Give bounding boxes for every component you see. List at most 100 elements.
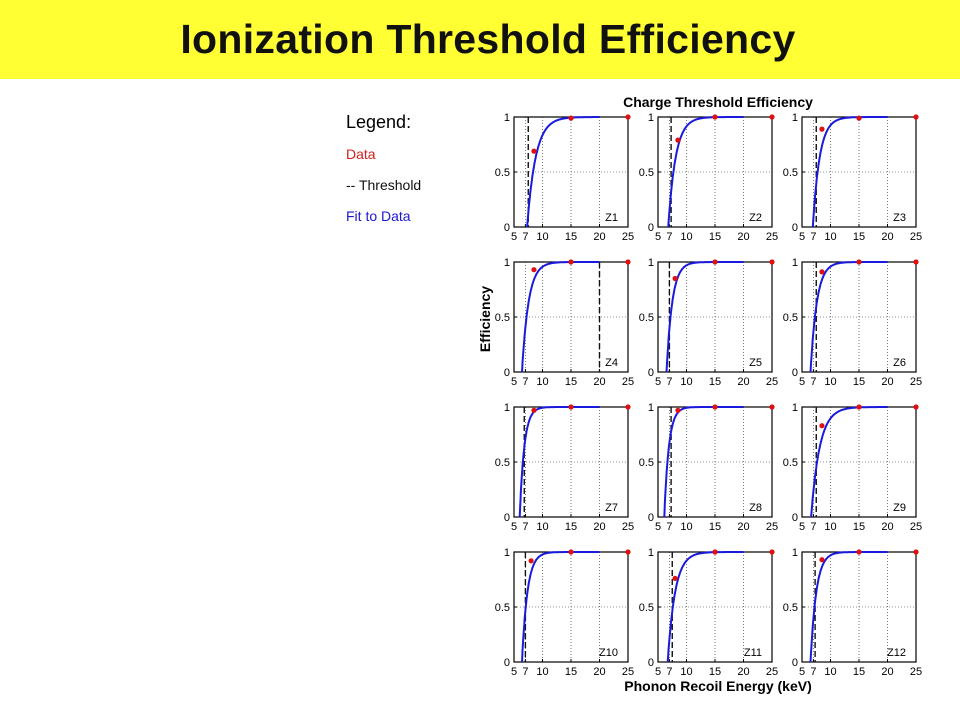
legend: Legend: Data -- Threshold Fit to Data: [346, 112, 421, 239]
x-tick-label: 5: [799, 231, 805, 243]
data-point: [672, 275, 678, 282]
panel-label: Z7: [605, 502, 618, 514]
panel-label: Z10: [599, 647, 618, 659]
fit-curve: [663, 406, 744, 518]
panel-z5: 5 7 10 15 20 25 0 0.5 1 Z5: [639, 257, 778, 388]
data-point: [769, 259, 775, 265]
data-point: [769, 404, 775, 410]
x-tick-label: 10: [824, 666, 836, 678]
x-tick-label: 7: [666, 231, 672, 243]
panel-label: Z6: [893, 357, 906, 369]
data-point: [769, 114, 775, 120]
panel-label: Z1: [605, 212, 618, 224]
y-tick-label: 0.5: [495, 602, 510, 614]
x-tick-label: 25: [910, 376, 922, 388]
x-tick-label: 15: [709, 231, 721, 243]
data-point: [568, 404, 574, 410]
x-tick-label: 20: [737, 231, 749, 243]
x-tick-label: 7: [522, 666, 528, 678]
x-tick-label: 10: [680, 376, 692, 388]
data-point: [819, 423, 825, 429]
x-tick-label: 20: [881, 521, 893, 533]
x-tick-label: 5: [511, 666, 517, 678]
data-point: [528, 558, 534, 564]
panel-label: Z9: [893, 502, 906, 514]
panel-label: Z8: [749, 502, 762, 514]
data-point: [625, 114, 631, 120]
data-point: [712, 404, 718, 410]
x-tick-label: 15: [709, 376, 721, 388]
data-point: [675, 407, 681, 413]
panel-z7: 5 7 10 15 20 25 0 0.5 1 Z7: [495, 402, 634, 533]
x-tick-label: 10: [536, 231, 548, 243]
x-tick-label: 20: [881, 376, 893, 388]
y-tick-label: 0: [648, 222, 654, 234]
x-tick-label: 7: [810, 231, 816, 243]
panel-z10: 5 7 10 15 20 25 0 0.5 1 Z10: [495, 547, 634, 678]
panel-z3: 5 7 10 15 20 25 0 0.5 1 Z3: [783, 112, 922, 243]
y-axis-label: Efficiency: [477, 286, 493, 352]
y-tick-label: 1: [648, 112, 654, 124]
y-tick-label: 0: [792, 222, 798, 234]
x-tick-label: 7: [522, 521, 528, 533]
fit-curve: [521, 261, 600, 373]
y-tick-label: 0.5: [639, 457, 654, 469]
y-tick-label: 0: [648, 657, 654, 669]
x-tick-label: 20: [881, 231, 893, 243]
x-tick-label: 20: [593, 521, 605, 533]
y-tick-label: 0: [504, 367, 510, 379]
x-tick-label: 10: [824, 521, 836, 533]
panel-z12: 5 7 10 15 20 25 0 0.5 1 Z12: [783, 547, 922, 678]
y-tick-label: 1: [792, 257, 798, 269]
legend-heading: Legend:: [346, 112, 412, 132]
x-tick-label: 15: [565, 521, 577, 533]
title-banner: Ionization Threshold Efficiency: [0, 0, 960, 79]
y-tick-label: 1: [648, 257, 654, 269]
y-tick-label: 0.5: [639, 312, 654, 324]
x-tick-label: 10: [824, 376, 836, 388]
data-point: [913, 114, 919, 120]
x-tick-label: 15: [853, 231, 865, 243]
x-tick-label: 5: [655, 666, 661, 678]
x-tick-label: 25: [910, 666, 922, 678]
data-point: [531, 267, 537, 273]
x-tick-label: 20: [881, 666, 893, 678]
panel-z9: 5 7 10 15 20 25 0 0.5 1 Z9: [783, 402, 922, 533]
data-point: [856, 115, 862, 121]
x-tick-label: 5: [655, 376, 661, 388]
data-point: [568, 549, 574, 555]
y-tick-label: 0: [504, 657, 510, 669]
slide-title: Ionization Threshold Efficiency: [180, 16, 796, 62]
data-point: [712, 259, 718, 265]
data-point: [819, 269, 825, 275]
fit-curve: [811, 116, 888, 228]
x-tick-label: 10: [536, 666, 548, 678]
panel-label: Z5: [749, 357, 762, 369]
data-point: [856, 259, 862, 265]
x-tick-label: 10: [680, 521, 692, 533]
panel-z2: 5 7 10 15 20 25 0 0.5 1 Z2: [639, 112, 778, 243]
x-tick-label: 10: [824, 231, 836, 243]
fit-curve: [526, 116, 600, 228]
y-tick-label: 0: [504, 222, 510, 234]
data-point: [913, 549, 919, 555]
fit-curve: [666, 551, 744, 663]
data-point: [672, 575, 678, 582]
x-tick-label: 25: [622, 376, 634, 388]
x-tick-label: 20: [593, 666, 605, 678]
x-tick-label: 7: [522, 231, 528, 243]
y-tick-label: 1: [504, 402, 510, 414]
legend-item-threshold: -- Threshold: [346, 177, 422, 193]
legend-item-data: Data: [346, 146, 376, 162]
x-tick-label: 7: [666, 521, 672, 533]
fit-curve: [810, 406, 888, 518]
data-point: [712, 549, 718, 555]
x-tick-label: 15: [853, 376, 865, 388]
x-tick-label: 25: [910, 231, 922, 243]
y-tick-label: 0.5: [495, 312, 510, 324]
data-point: [675, 137, 681, 143]
panel-z4: 5 7 10 15 20 25 0 0.5 1 Z4: [495, 257, 634, 388]
x-tick-label: 5: [511, 521, 517, 533]
x-tick-label: 7: [666, 666, 672, 678]
